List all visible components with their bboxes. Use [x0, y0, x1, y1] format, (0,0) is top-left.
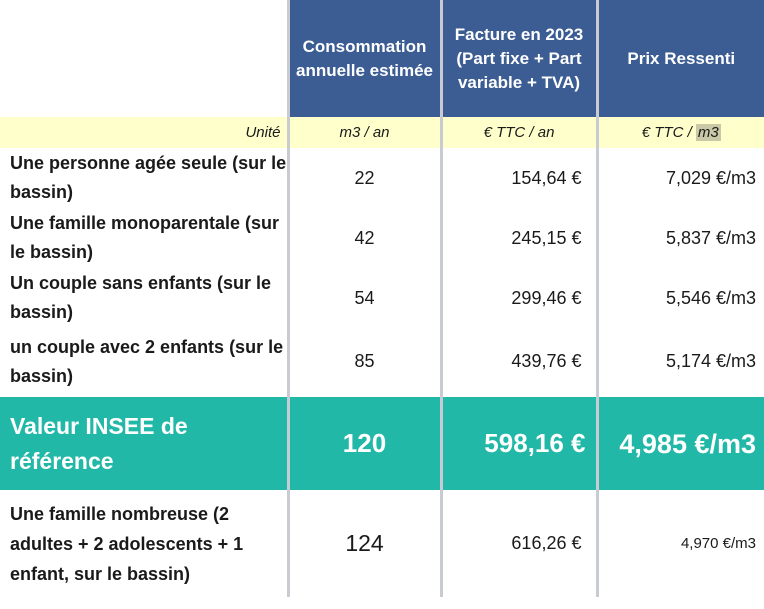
row-bill: 299,46 €: [439, 268, 597, 328]
header-consumption: Consommation annuelle estimée: [286, 0, 441, 117]
unit-price-suffix: m3: [695, 124, 721, 141]
row-consumption: 85: [286, 328, 441, 396]
row-price: 5,546 €/m3: [595, 268, 764, 328]
unit-label-text: Unité: [245, 124, 281, 141]
row-consumption: 42: [286, 208, 441, 268]
header-price: Prix Ressenti: [595, 0, 764, 117]
unit-price-prefix: € TTC /: [641, 124, 696, 141]
row-price: 7,029 €/m3: [595, 148, 764, 208]
table-row: Une personne agée seule (sur le bassin) …: [0, 148, 764, 208]
large-family-price: 4,970 €/m3: [595, 490, 764, 597]
table-row: un couple avec 2 enfants (sur le bassin)…: [0, 328, 764, 396]
unit-consumption: m3 / an: [286, 117, 441, 148]
header-bill: Facture en 2023 (Part fixe + Part variab…: [439, 0, 597, 117]
row-bill: 154,64 €: [439, 148, 597, 208]
row-price: 5,837 €/m3: [595, 208, 764, 268]
unit-price: € TTC / m3: [595, 117, 764, 148]
large-family-label: Une famille nombreuse (2 adultes + 2 ado…: [10, 503, 244, 584]
row-consumption: 22: [286, 148, 441, 208]
row-price: 5,174 €/m3: [595, 328, 764, 396]
large-family-bill: 616,26 €: [439, 490, 597, 597]
row-label: un couple avec 2 enfants (sur le bassin): [10, 336, 284, 386]
row-bill: 439,76 €: [439, 328, 597, 396]
insee-bill: 598,16 €: [439, 395, 597, 490]
table-row: Une famille monoparentale (sur le bassin…: [0, 208, 764, 268]
row-label: Une famille monoparentale (sur le bassin…: [10, 213, 280, 262]
table-row: Un couple sans enfants (sur le bassin) 5…: [0, 268, 764, 328]
row-bill: 245,15 €: [439, 208, 597, 268]
large-family-row: Une famille nombreuse (2 adultes + 2 ado…: [0, 490, 764, 597]
unit-bill: € TTC / an: [439, 117, 597, 148]
insee-row: Valeur INSEE de référence 120 598,16 € 4…: [0, 395, 764, 490]
header-row: Consommation annuelle estimée Facture en…: [0, 0, 764, 117]
row-consumption: 54: [286, 268, 441, 328]
large-family-consumption: 124: [286, 490, 441, 597]
unit-label: Unité: [0, 117, 288, 148]
header-blank-cell: [0, 0, 288, 117]
insee-consumption: 120: [286, 395, 441, 490]
row-label: Une personne agée seule (sur le bassin): [10, 153, 287, 202]
row-label: Un couple sans enfants (sur le bassin): [10, 273, 272, 322]
unit-row: Unité m3 / an € TTC / an € TTC / m3: [0, 117, 764, 148]
insee-price: 4,985 €/m3: [595, 395, 764, 490]
insee-label: Valeur INSEE de référence: [0, 395, 288, 490]
